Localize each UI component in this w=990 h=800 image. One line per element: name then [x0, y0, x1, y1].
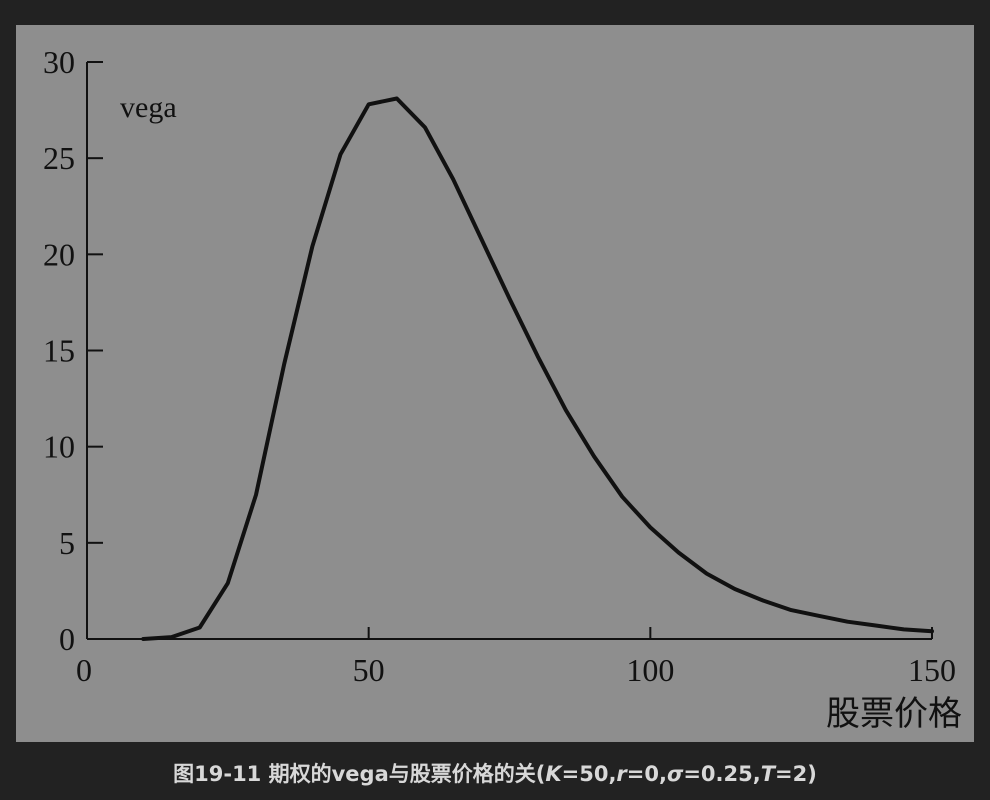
- x-tick-label: 50: [353, 652, 385, 688]
- figure-caption: 图19-11 期权的vega与股票价格的关(K=50,r=0,σ=0.25,T=…: [0, 758, 990, 788]
- axis-ticks: 0 5 10 15 20 25 30 0 50 100 150: [43, 44, 956, 688]
- caption-k-value: =50,: [561, 762, 617, 786]
- caption-sigma-symbol: σ: [666, 762, 684, 786]
- y-tick-label: 20: [43, 236, 75, 272]
- y-tick-label: 15: [43, 333, 75, 369]
- caption-t-symbol: T: [760, 762, 776, 786]
- x-tick-label: 0: [76, 652, 92, 688]
- vega-chart: 0 5 10 15 20 25 30 0 50 100 150 vega 股票价格: [43, 44, 962, 733]
- caption-t-value: =2): [775, 762, 817, 786]
- chart-panel: 0 5 10 15 20 25 30 0 50 100 150 vega 股票价格: [16, 25, 974, 742]
- y-tick-label: 25: [43, 140, 75, 176]
- caption-k-symbol: K: [545, 762, 562, 786]
- caption-r-value: =0,: [626, 762, 667, 786]
- y-tick-label: 10: [43, 429, 75, 465]
- vega-series-line: [141, 96, 934, 641]
- x-tick-label: 100: [626, 652, 674, 688]
- y-tick-label: 5: [59, 525, 75, 561]
- caption-prefix: 图19-11 期权的vega与股票价格的关(: [173, 762, 546, 786]
- y-axis-label: vega: [120, 91, 177, 124]
- y-tick-label: 30: [43, 44, 75, 80]
- x-tick-label: 150: [908, 652, 956, 688]
- y-tick-label: 0: [59, 621, 75, 657]
- caption-r-symbol: r: [616, 762, 627, 786]
- x-axis-label: 股票价格: [826, 695, 962, 733]
- caption-sigma-value: =0.25,: [683, 762, 761, 786]
